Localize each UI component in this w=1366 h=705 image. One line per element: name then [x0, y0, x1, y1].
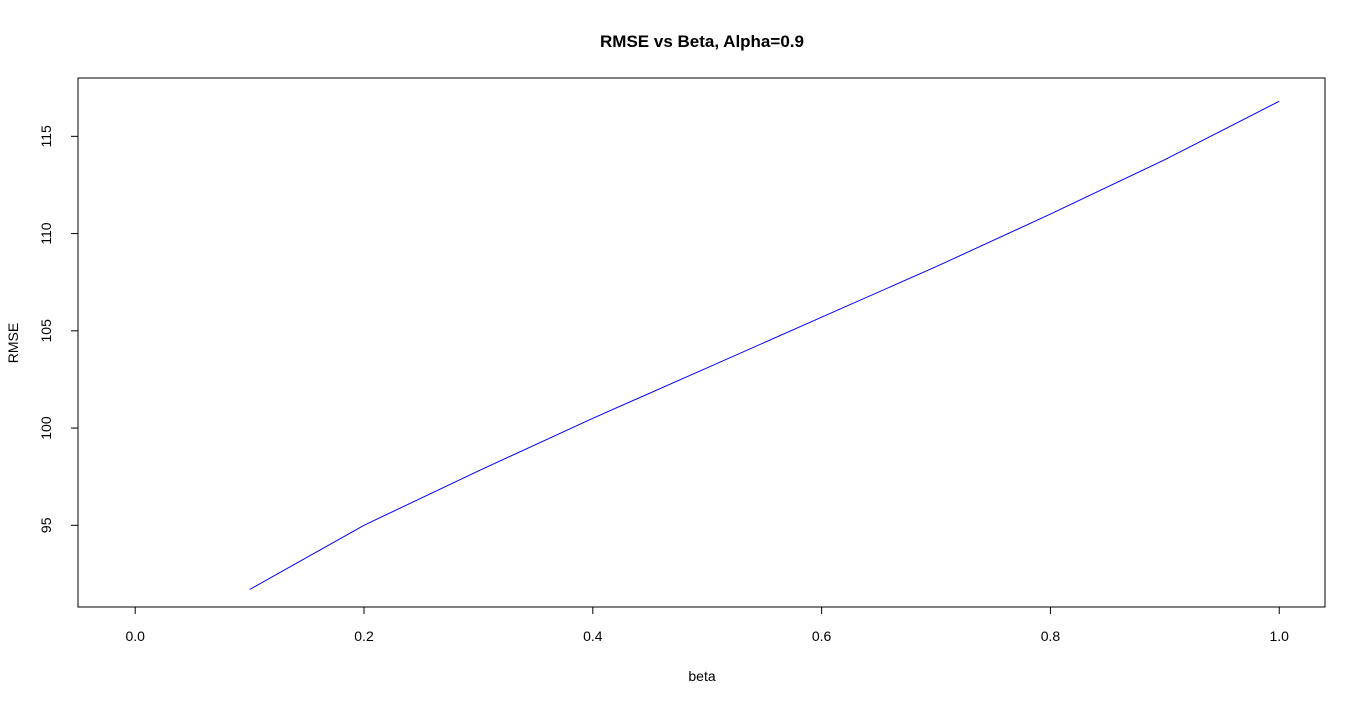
- series-line: [249, 100, 1280, 590]
- y-tick-label: 95: [38, 517, 54, 533]
- x-tick-label: 0.0: [125, 628, 145, 644]
- x-axis-label: beta: [688, 668, 715, 684]
- y-tick-label: 110: [38, 222, 54, 245]
- y-tick-label: 100: [38, 416, 54, 440]
- y-tick-label: 105: [38, 319, 54, 343]
- series-layer: [249, 100, 1280, 590]
- x-tick-label: 0.8: [1041, 628, 1061, 644]
- y-axis: 95 100 105 110 115: [38, 125, 79, 533]
- x-tick-label: 1.0: [1270, 628, 1290, 644]
- plot-frame: [77, 77, 1326, 608]
- chart-title: RMSE vs Beta, Alpha=0.9: [600, 32, 804, 51]
- y-axis-label: RMSE: [5, 323, 21, 363]
- y-tick-label: 115: [38, 125, 54, 148]
- x-tick-label: 0.6: [812, 628, 832, 644]
- x-tick-label: 0.2: [354, 628, 374, 644]
- x-tick-label: 0.4: [583, 628, 603, 644]
- x-axis: 0.0 0.2 0.4 0.6 0.8 1.0: [125, 606, 1290, 644]
